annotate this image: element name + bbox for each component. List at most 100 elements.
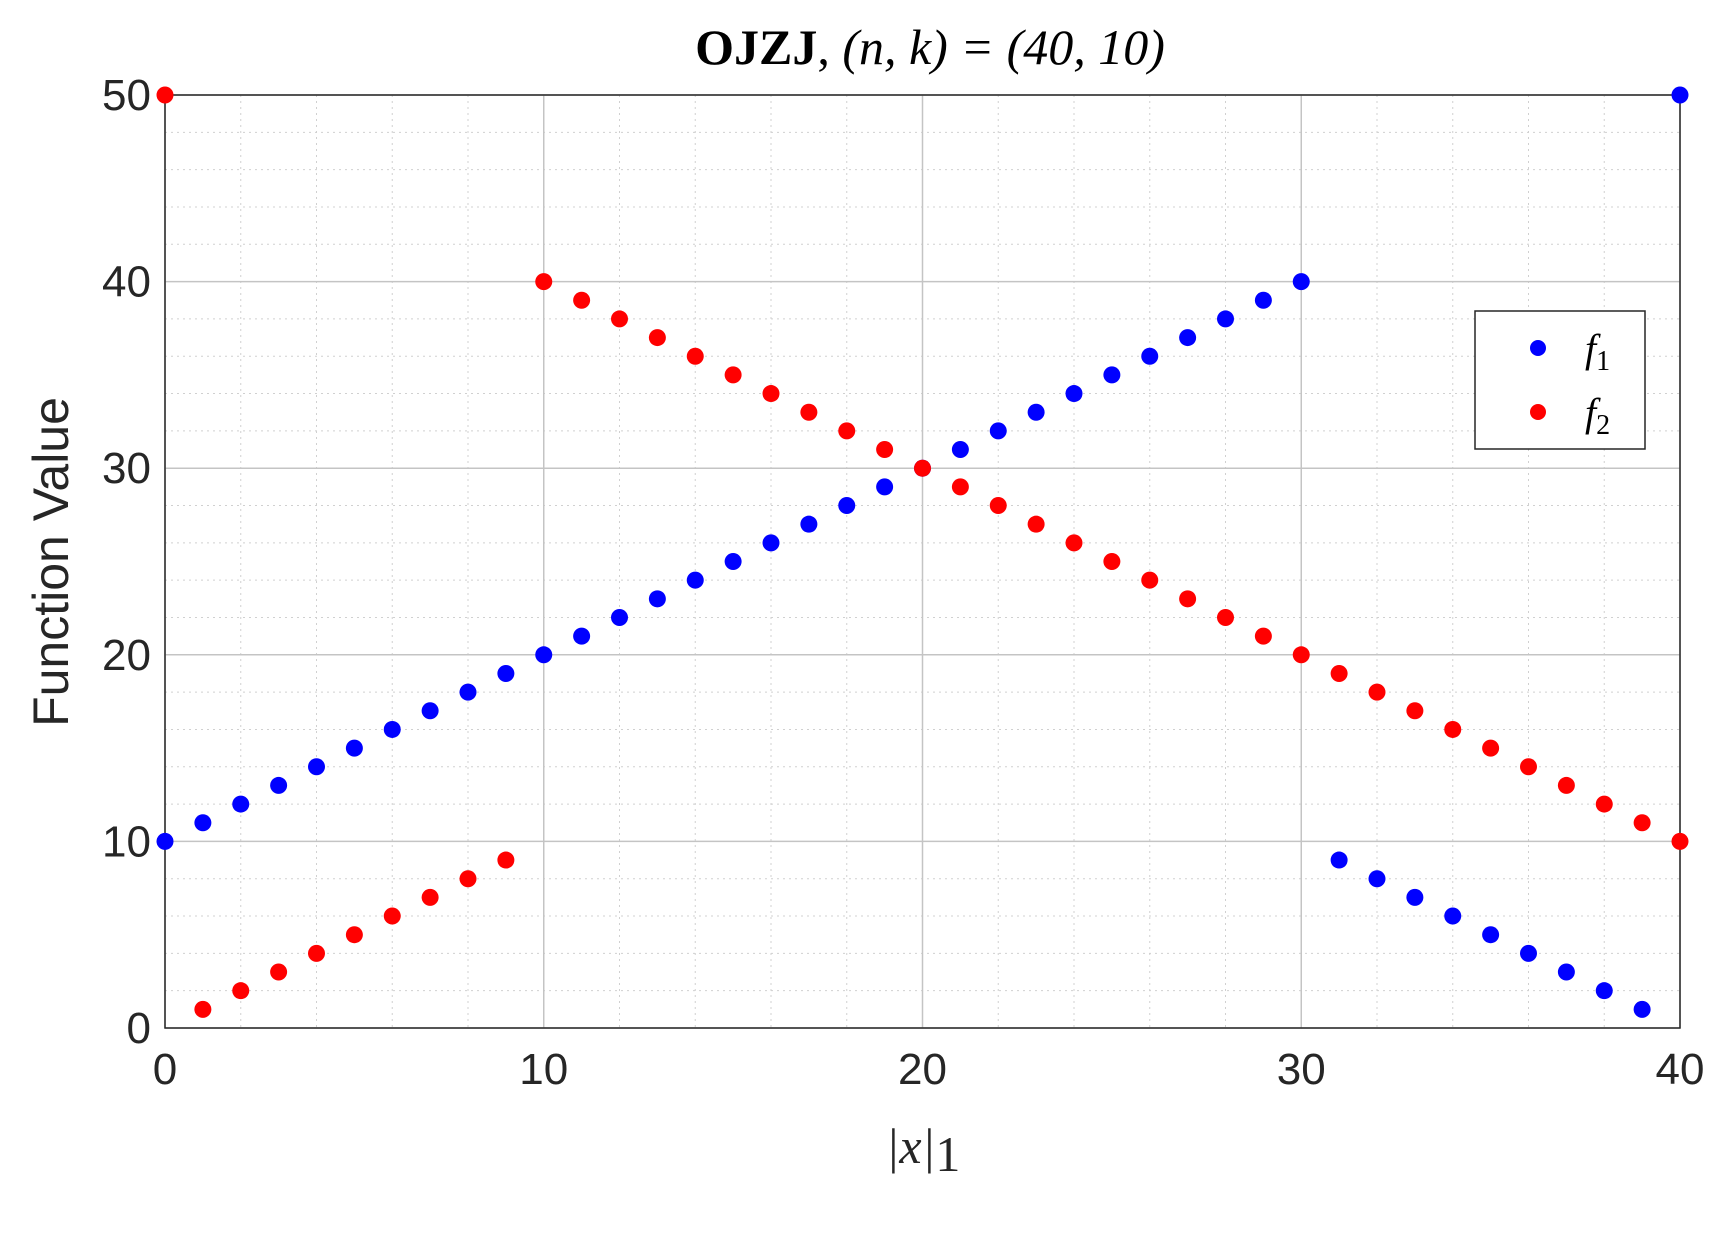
data-point-f2 [535, 273, 553, 291]
data-point-f2 [383, 907, 401, 925]
data-point-f2 [1368, 683, 1386, 701]
data-point-f2 [1103, 553, 1121, 570]
data-point-f2 [1671, 832, 1689, 850]
x-axis-label-main: |x| [886, 1118, 936, 1174]
data-point-f1 [1027, 403, 1045, 421]
data-point-f1 [232, 795, 250, 813]
legend: f1 f2 [1474, 310, 1646, 450]
chart-title: OJZJ, (n, k) = (40, 10) [695, 19, 1165, 75]
data-point-f2 [1557, 776, 1575, 794]
y-axis-ticks: 0 10 20 30 40 50 [102, 71, 151, 1053]
y-tick-label: 0 [127, 1004, 151, 1053]
data-point-f2 [1330, 664, 1348, 682]
data-point-f1 [876, 478, 894, 496]
data-point-f2 [1406, 702, 1424, 720]
legend-marker-f2 [1530, 404, 1546, 420]
data-point-f1 [989, 422, 1007, 440]
data-point-f2 [308, 944, 325, 962]
data-points [156, 86, 1689, 1018]
data-point-f1 [1406, 888, 1424, 906]
data-point-f1 [648, 590, 666, 608]
data-point-f2 [914, 459, 931, 477]
data-point-f1 [573, 627, 591, 645]
data-point-f2 [1292, 646, 1310, 664]
x-tick-label: 0 [153, 1045, 177, 1094]
x-tick-label: 10 [519, 1045, 568, 1094]
data-point-f2 [497, 851, 515, 869]
y-tick-label: 10 [102, 817, 151, 866]
data-point-f2 [648, 329, 666, 347]
x-tick-label: 30 [1277, 1045, 1326, 1094]
data-point-f1 [1368, 870, 1386, 888]
chart-title-math: (n, k) = (40, 10) [842, 19, 1165, 75]
data-point-f1 [724, 553, 742, 570]
data-point-f1 [1330, 851, 1348, 869]
data-point-f2 [156, 86, 174, 104]
data-point-f2 [611, 310, 628, 328]
data-point-f1 [1633, 1000, 1651, 1018]
x-axis-label: |x|1 [886, 1118, 961, 1182]
data-point-f2 [421, 888, 439, 906]
data-point-f1 [686, 571, 704, 589]
data-point-f1 [270, 776, 288, 794]
data-point-f2 [876, 441, 894, 459]
data-point-f1 [1520, 944, 1537, 962]
chart-title-sep: , [817, 19, 842, 75]
data-point-f2 [686, 347, 704, 365]
x-axis-ticks: 0 10 20 30 40 [153, 1045, 1705, 1094]
data-point-f1 [951, 441, 969, 459]
data-point-f2 [1595, 795, 1613, 813]
y-axis-label: Function Value [23, 397, 79, 727]
data-point-f1 [345, 739, 363, 757]
data-point-f2 [1254, 627, 1272, 645]
data-point-f1 [194, 814, 212, 832]
legend-label-f2-sub: 2 [1596, 410, 1610, 441]
data-point-f1 [1179, 329, 1197, 347]
data-point-f2 [1444, 720, 1462, 738]
data-point-f2 [459, 870, 477, 888]
data-point-f2 [838, 422, 856, 440]
data-point-f2 [951, 478, 969, 496]
data-point-f1 [156, 832, 174, 850]
data-point-f2 [1520, 758, 1537, 776]
x-tick-label: 20 [898, 1045, 947, 1094]
data-point-f1 [1482, 926, 1500, 944]
data-point-f1 [1292, 273, 1310, 291]
y-tick-label: 30 [102, 444, 151, 493]
data-point-f1 [1217, 310, 1234, 328]
x-axis-label-sub: 1 [935, 1126, 960, 1182]
data-point-f2 [573, 291, 591, 309]
plot-area [164, 94, 1681, 1029]
data-point-f1 [459, 683, 477, 701]
data-point-f2 [194, 1000, 212, 1018]
data-point-f1 [1141, 347, 1159, 365]
legend-box [1474, 310, 1646, 450]
data-point-f1 [838, 497, 856, 515]
legend-marker-f1 [1530, 340, 1546, 356]
y-tick-label: 40 [102, 258, 151, 307]
data-point-f2 [232, 982, 250, 1000]
data-point-f2 [1217, 608, 1234, 626]
data-point-f1 [1103, 366, 1121, 384]
data-point-f2 [1633, 814, 1651, 832]
data-point-f2 [345, 926, 363, 944]
data-point-f1 [800, 515, 818, 533]
data-point-f1 [383, 720, 401, 738]
y-tick-label: 20 [102, 631, 151, 680]
data-point-f1 [497, 664, 515, 682]
data-point-f1 [1671, 86, 1689, 104]
data-point-f1 [535, 646, 553, 664]
data-point-f2 [989, 497, 1007, 515]
data-point-f2 [800, 403, 818, 421]
x-tick-label: 40 [1656, 1045, 1705, 1094]
legend-label-f1-sub: 1 [1596, 346, 1610, 377]
data-point-f1 [1065, 385, 1083, 403]
data-point-f2 [1141, 571, 1159, 589]
data-point-f1 [762, 534, 780, 552]
data-point-f2 [1065, 534, 1083, 552]
data-point-f1 [421, 702, 439, 720]
data-point-f1 [611, 608, 628, 626]
data-point-f2 [1482, 739, 1500, 757]
chart-title-bold: OJZJ [695, 19, 817, 75]
